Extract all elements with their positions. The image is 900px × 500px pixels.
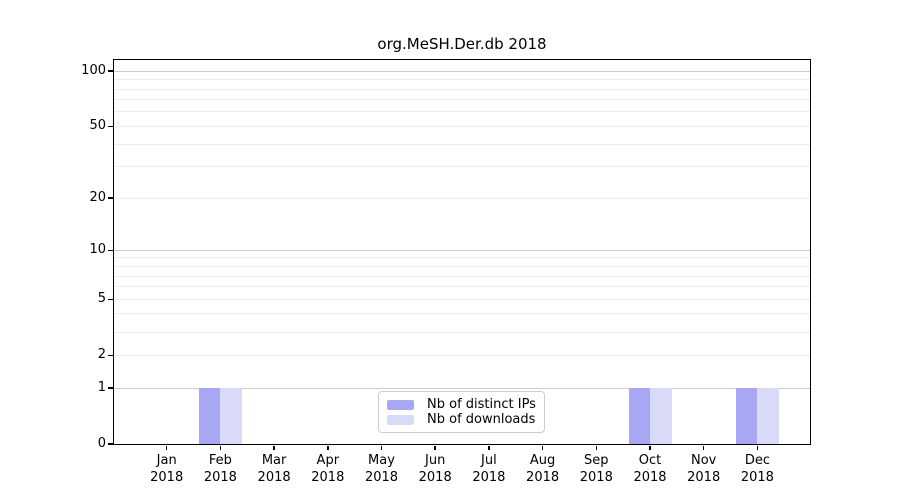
legend-item-downloads: Nb of downloads [387, 413, 536, 427]
legend-item-distinct-ips: Nb of distinct IPs [387, 398, 536, 412]
x-tick-label: Dec 2018 [725, 452, 789, 486]
x-tick-mark [165, 445, 168, 450]
gridline-minor [114, 79, 810, 81]
y-tick-label: 1 [97, 380, 106, 395]
bar-distinct-ips [198, 388, 221, 444]
bar-downloads [757, 388, 779, 444]
x-tick-year: 2018 [257, 470, 291, 485]
bar-downloads [650, 388, 672, 444]
gridline-minor [114, 166, 810, 168]
y-tick-label: 5 [97, 291, 106, 307]
legend-label-distinct-ips: Nb of distinct IPs [427, 397, 536, 412]
legend-label-downloads: Nb of downloads [427, 412, 536, 427]
plot-area: Nb of distinct IPs Nb of downloads [113, 59, 811, 445]
x-tick-mark [327, 445, 329, 450]
x-tick-label: Feb 2018 [188, 452, 252, 486]
x-tick-year: 2018 [150, 470, 184, 485]
gridline-minor [114, 111, 810, 113]
gridline-minor [114, 88, 810, 90]
y-tick-label: 20 [89, 190, 106, 206]
y-tick-label: 0 [97, 436, 106, 451]
x-tick-mark [649, 445, 651, 450]
x-tick-mark [488, 445, 490, 450]
x-tick-year: 2018 [472, 470, 506, 485]
y-tick-label: 10 [89, 242, 106, 258]
y-tick-mark [108, 354, 113, 356]
x-tick-year: 2018 [740, 470, 774, 485]
bar-downloads [220, 388, 242, 444]
y-tick-label: 2 [97, 347, 106, 363]
y-tick-label: 100 [81, 63, 106, 79]
x-tick-mark [541, 445, 544, 450]
x-tick-mark [756, 445, 759, 450]
chart-title: org.MeSH.Der.db 2018 [377, 35, 547, 53]
x-tick-year: 2018 [687, 470, 721, 485]
gridline-minor [114, 286, 810, 288]
gridline-minor [114, 313, 810, 315]
legend: Nb of distinct IPs Nb of downloads [378, 391, 545, 433]
gridline-minor [114, 354, 810, 356]
x-tick-mark [380, 445, 383, 450]
x-tick-year: 2018 [418, 470, 452, 485]
y-tick-mark [108, 70, 113, 72]
x-tick-label: Jun 2018 [403, 452, 467, 486]
x-tick-mark [273, 445, 275, 450]
gridline-minor [114, 298, 810, 300]
legend-swatch-distinct-ips [387, 400, 414, 410]
x-tick-year: 2018 [364, 470, 399, 485]
x-tick-label: Jul 2018 [457, 452, 521, 486]
legend-swatch-downloads [387, 415, 414, 425]
x-tick-label: Apr 2018 [296, 452, 360, 486]
x-tick-year: 2018 [526, 470, 560, 485]
x-tick-label: Oct 2018 [618, 452, 682, 486]
y-tick-mark [108, 387, 113, 389]
x-tick-label: Jan 2018 [135, 452, 199, 486]
y-tick-label: 50 [89, 118, 106, 134]
bar-distinct-ips [735, 388, 758, 444]
bar-distinct-ips [628, 388, 650, 444]
x-tick-mark [702, 445, 705, 450]
gridline-major [114, 249, 810, 251]
x-tick-mark [434, 445, 436, 450]
x-tick-label: Sep 2018 [564, 452, 628, 486]
y-tick-mark [108, 298, 113, 300]
y-tick-mark [108, 443, 113, 445]
gridline-major [114, 387, 810, 389]
x-tick-label: Mar 2018 [242, 452, 306, 486]
gridline-minor [114, 257, 810, 259]
x-tick-year: 2018 [203, 470, 237, 485]
gridline-minor [114, 266, 810, 267]
x-tick-year: 2018 [579, 470, 613, 485]
gridline-minor [114, 125, 810, 127]
gridline-major [114, 70, 810, 72]
gridline-minor [114, 197, 810, 199]
x-tick-mark [219, 445, 222, 450]
gridline-minor [114, 143, 810, 145]
x-tick-label: Nov 2018 [672, 452, 736, 486]
gridline-minor [114, 275, 810, 277]
x-tick-mark [595, 445, 598, 450]
y-tick-mark [108, 125, 113, 128]
x-tick-label: May 2018 [350, 452, 414, 486]
x-tick-label: Aug 2018 [511, 452, 575, 486]
y-tick-mark [108, 197, 113, 199]
y-tick-mark [108, 249, 113, 252]
gridline-minor [114, 331, 810, 333]
gridline-minor [114, 99, 810, 101]
x-tick-year: 2018 [311, 470, 345, 485]
x-tick-year: 2018 [633, 470, 667, 485]
